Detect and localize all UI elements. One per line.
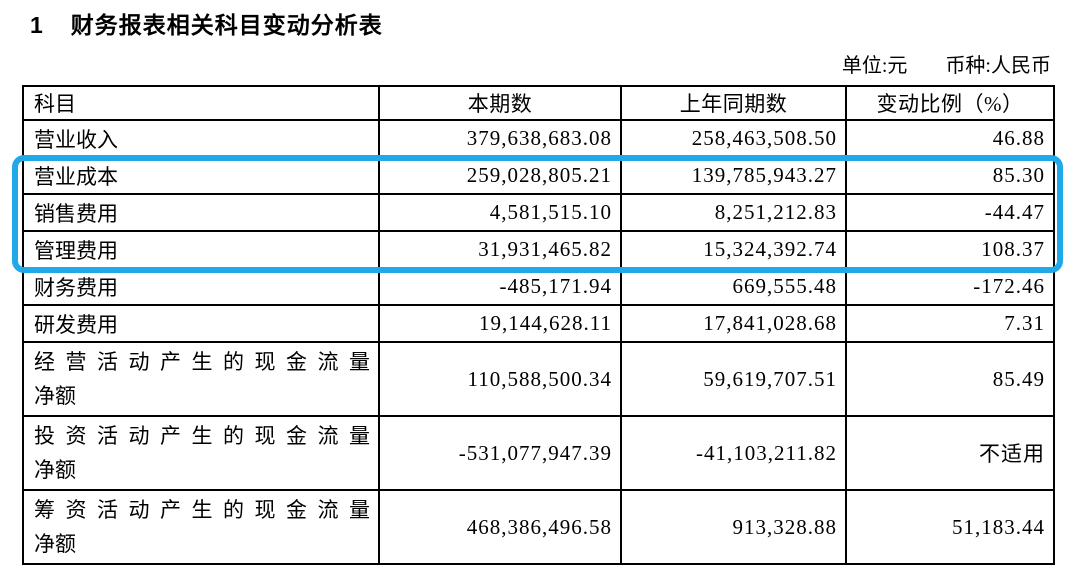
row-admin-expenses: 管理费用 31,931,465.82 15,324,392.74 108.37 <box>22 230 1055 269</box>
section-title-text: 财务报表相关科目变动分析表 <box>70 12 383 38</box>
change-ratio-cell: 不适用 <box>845 415 1055 491</box>
prior-period-cell: 913,328.88 <box>620 489 847 565</box>
change-ratio-cell: 85.49 <box>845 341 1055 417</box>
page-title: 1 财务报表相关科目变动分析表 <box>30 6 383 40</box>
row-finance-expenses: 财务费用 -485,171.94 669,555.48 -172.46 <box>22 267 1055 306</box>
prior-period-cell: 59,619,707.51 <box>620 341 847 417</box>
change-ratio-cell: 85.30 <box>845 156 1055 195</box>
change-ratio-cell: 46.88 <box>845 119 1055 158</box>
subject-line-1: 经营活动产生的现金流量 <box>34 350 370 374</box>
subject-cell: 营业收入 <box>22 119 380 158</box>
section-number: 1 <box>30 12 44 38</box>
unit-label: 单位:元 <box>841 55 908 77</box>
current-period-cell: 379,638,683.08 <box>378 119 622 158</box>
change-ratio-cell: 108.37 <box>845 230 1055 269</box>
current-period-cell: -485,171.94 <box>378 267 622 306</box>
table-header-row: 科目 本期数 上年同期数 变动比例（%） <box>22 85 1055 121</box>
row-financing-cash-flow: 筹资活动产生的现金流量 净额 468,386,496.58 913,328.88… <box>22 489 1055 565</box>
subject-line-2: 净额 <box>34 384 76 408</box>
row-operating-cost: 营业成本 259,028,805.21 139,785,943.27 85.30 <box>22 156 1055 195</box>
subject-line-1: 筹资活动产生的现金流量 <box>34 498 370 522</box>
change-ratio-cell: -172.46 <box>845 267 1055 306</box>
subject-cell: 投资活动产生的现金流量 净额 <box>22 415 380 491</box>
subject-cell: 研发费用 <box>22 304 380 343</box>
change-ratio-cell: 51,183.44 <box>845 489 1055 565</box>
row-operating-cash-flow: 经营活动产生的现金流量 净额 110,588,500.34 59,619,707… <box>22 341 1055 417</box>
prior-period-cell: -41,103,211.82 <box>620 415 847 491</box>
change-ratio-cell: -44.47 <box>845 193 1055 232</box>
subject-cell: 营业成本 <box>22 156 380 195</box>
subject-cell: 筹资活动产生的现金流量 净额 <box>22 489 380 565</box>
row-rd-expenses: 研发费用 19,144,628.11 17,841,028.68 7.31 <box>22 304 1055 343</box>
current-period-cell: 259,028,805.21 <box>378 156 622 195</box>
subject-cell: 财务费用 <box>22 267 380 306</box>
column-header-change-ratio: 变动比例（%） <box>845 85 1055 121</box>
prior-period-cell: 8,251,212.83 <box>620 193 847 232</box>
subject-cell: 经营活动产生的现金流量 净额 <box>22 341 380 417</box>
prior-period-cell: 258,463,508.50 <box>620 119 847 158</box>
current-period-cell: 19,144,628.11 <box>378 304 622 343</box>
prior-period-cell: 15,324,392.74 <box>620 230 847 269</box>
unit-currency-line: 单位:元 币种:人民币 <box>842 49 1051 78</box>
current-period-cell: 468,386,496.58 <box>378 489 622 565</box>
subject-line-1: 投资活动产生的现金流量 <box>34 424 370 448</box>
current-period-cell: -531,077,947.39 <box>378 415 622 491</box>
column-header-prior-period: 上年同期数 <box>620 85 847 121</box>
prior-period-cell: 669,555.48 <box>620 267 847 306</box>
column-header-current-period: 本期数 <box>378 85 622 121</box>
subject-cell: 销售费用 <box>22 193 380 232</box>
prior-period-cell: 17,841,028.68 <box>620 304 847 343</box>
row-investing-cash-flow: 投资活动产生的现金流量 净额 -531,077,947.39 -41,103,2… <box>22 415 1055 491</box>
prior-period-cell: 139,785,943.27 <box>620 156 847 195</box>
subject-line-2: 净额 <box>34 458 76 482</box>
change-ratio-cell: 7.31 <box>845 304 1055 343</box>
financial-change-analysis-table: 科目 本期数 上年同期数 变动比例（%） 营业收入 379,638,683.08… <box>22 85 1055 565</box>
row-operating-revenue: 营业收入 379,638,683.08 258,463,508.50 46.88 <box>22 119 1055 158</box>
current-period-cell: 110,588,500.34 <box>378 341 622 417</box>
subject-cell: 管理费用 <box>22 230 380 269</box>
column-header-subject: 科目 <box>22 85 380 121</box>
row-selling-expenses: 销售费用 4,581,515.10 8,251,212.83 -44.47 <box>22 193 1055 232</box>
currency-label: 币种:人民币 <box>945 55 1051 77</box>
current-period-cell: 4,581,515.10 <box>378 193 622 232</box>
subject-line-2: 净额 <box>34 532 76 556</box>
current-period-cell: 31,931,465.82 <box>378 230 622 269</box>
